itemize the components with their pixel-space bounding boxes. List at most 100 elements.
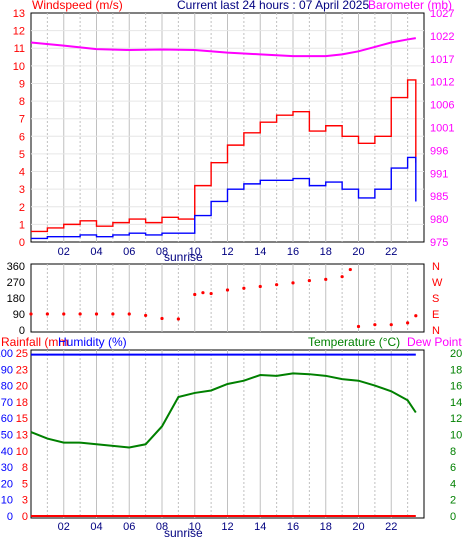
windspeed-tick-label: 10 — [13, 61, 25, 73]
temperature-tick-label: 20 — [450, 348, 462, 360]
humidity-tick-label: 40 — [1, 446, 13, 458]
temperature-series-line — [30, 372, 417, 449]
direction-point — [275, 283, 279, 287]
rainfall-axis-title: Rainfall (mm — [1, 335, 68, 349]
average-windspeed-series-line — [31, 156, 417, 240]
wind-hour-tick-label: 02 — [58, 246, 70, 258]
direction-tick-label: 90 — [13, 309, 25, 321]
humidity-axis-title: Humidity (%) — [58, 335, 127, 349]
temperature-hour-tick-label: 16 — [287, 521, 299, 533]
temperature-tick-label: 4 — [450, 478, 456, 490]
direction-point — [209, 291, 213, 296]
direction-point — [406, 321, 410, 325]
temperature-hour-tick-label: 08 — [156, 521, 168, 533]
rainfall-tick-label: 13 — [16, 430, 28, 442]
wind-hour-tick-label: 08 — [156, 246, 168, 258]
direction-point — [340, 275, 344, 279]
direction-point — [291, 281, 295, 285]
direction-point — [324, 277, 328, 281]
windspeed-tick-label: 7 — [19, 114, 25, 126]
label-layer: 0123456789101112139759809859919961001100… — [0, 8, 462, 533]
direction-point — [78, 312, 82, 316]
direction-point — [62, 312, 66, 316]
temperature-axis-title: Temperature (°C) — [308, 335, 400, 349]
barometer-tick-label: 975 — [430, 237, 448, 249]
wind-hour-tick-label: 16 — [287, 246, 299, 258]
compass-tick-label: N — [432, 261, 440, 273]
windspeed-tick-label: 6 — [19, 131, 25, 143]
windspeed-tick-label: 12 — [13, 26, 25, 38]
direction-point — [111, 312, 115, 316]
barometer-tick-label: 1022 — [430, 31, 454, 43]
barometer-tick-label: 1006 — [430, 100, 454, 112]
wind-hour-tick-label: 06 — [123, 246, 135, 258]
compass-tick-label: S — [432, 293, 439, 305]
wind-hour-tick-label: 12 — [221, 246, 233, 258]
grid-layer — [31, 13, 424, 518]
temperature-tick-label: 8 — [450, 446, 456, 458]
windspeed-tick-label: 2 — [19, 202, 25, 214]
humidity-tick-label: 90 — [1, 364, 13, 376]
gust-series-line — [31, 79, 417, 233]
humidity-tick-label: 80 — [1, 381, 13, 393]
humidity-tick-label: 30 — [1, 462, 13, 474]
barometer-tick-label: 980 — [430, 214, 448, 226]
rainfall-tick-label: 18 — [16, 397, 28, 409]
compass-tick-label: E — [432, 309, 439, 321]
rainfall-tick-label: 10 — [16, 446, 28, 458]
barometer-tick-label: 1017 — [430, 54, 454, 66]
humidity-tick-label: 10 — [1, 495, 13, 507]
temperature-hour-tick-label: 04 — [90, 521, 102, 533]
humidity-tick-label: 0 — [7, 511, 13, 523]
wind-hour-tick-label: 04 — [90, 246, 102, 258]
humidity-tick-label: 60 — [1, 413, 13, 425]
temperature-tick-label: 16 — [450, 381, 462, 393]
wind-hour-tick-label: 18 — [320, 246, 332, 258]
barometer-tick-label: 1027 — [430, 8, 454, 20]
direction-tick-label: 180 — [7, 293, 25, 305]
temperature-tick-label: 10 — [450, 430, 462, 442]
rainfall-tick-label: 20 — [16, 381, 28, 393]
temperature-tick-label: 0 — [450, 511, 456, 523]
direction-tick-label: 270 — [7, 277, 25, 289]
wind-hour-tick-label: 10 — [189, 246, 201, 258]
sunrise-label-bottom: sunrise — [164, 526, 203, 540]
direction-tick-label: 0 — [19, 325, 25, 337]
wind-hour-tick-label: 22 — [385, 246, 397, 258]
windspeed-tick-label: 13 — [13, 8, 25, 20]
windspeed-tick-label: 3 — [19, 184, 25, 196]
direction-point — [242, 286, 246, 290]
direction-point — [127, 312, 131, 316]
barometer-tick-label: 991 — [430, 168, 448, 180]
temperature-tick-label: 12 — [450, 413, 462, 425]
humidity-tick-label: 100 — [0, 348, 13, 360]
direction-point — [94, 312, 99, 316]
humidity-tick-label: 70 — [1, 397, 13, 409]
barometer-tick-label: 985 — [430, 191, 448, 203]
rainfall-tick-label: 0 — [22, 511, 28, 523]
dewpoint-axis-title: Dew Point — [407, 335, 462, 349]
direction-point — [348, 267, 352, 272]
direction-point — [373, 323, 377, 327]
sunrise-label-top: sunrise — [164, 250, 203, 264]
windspeed-tick-label: 1 — [19, 219, 25, 231]
rainfall-tick-label: 25 — [16, 348, 28, 360]
direction-point — [307, 278, 311, 283]
compass-tick-label: N — [432, 325, 440, 337]
rainfall-tick-label: 23 — [16, 364, 28, 376]
humidity-tick-label: 20 — [1, 478, 13, 490]
windspeed-tick-label: 0 — [19, 237, 25, 249]
wind-hour-tick-label: 14 — [254, 246, 266, 258]
barometer-axis-title: Barometer (mb) — [368, 0, 452, 12]
rainfall-tick-label: 5 — [22, 478, 28, 490]
temperature-hour-tick-label: 02 — [58, 521, 70, 533]
windspeed-tick-label: 4 — [19, 167, 25, 179]
barometer-tick-label: 996 — [430, 145, 448, 157]
temperature-hour-tick-label: 12 — [221, 521, 233, 533]
barometer-tick-label: 1012 — [430, 77, 454, 89]
humidity-tick-label: 50 — [1, 430, 13, 442]
rainfall-tick-label: 15 — [16, 413, 28, 425]
direction-point — [29, 312, 33, 316]
windspeed-tick-label: 5 — [19, 149, 25, 161]
compass-tick-label: W — [432, 277, 443, 289]
